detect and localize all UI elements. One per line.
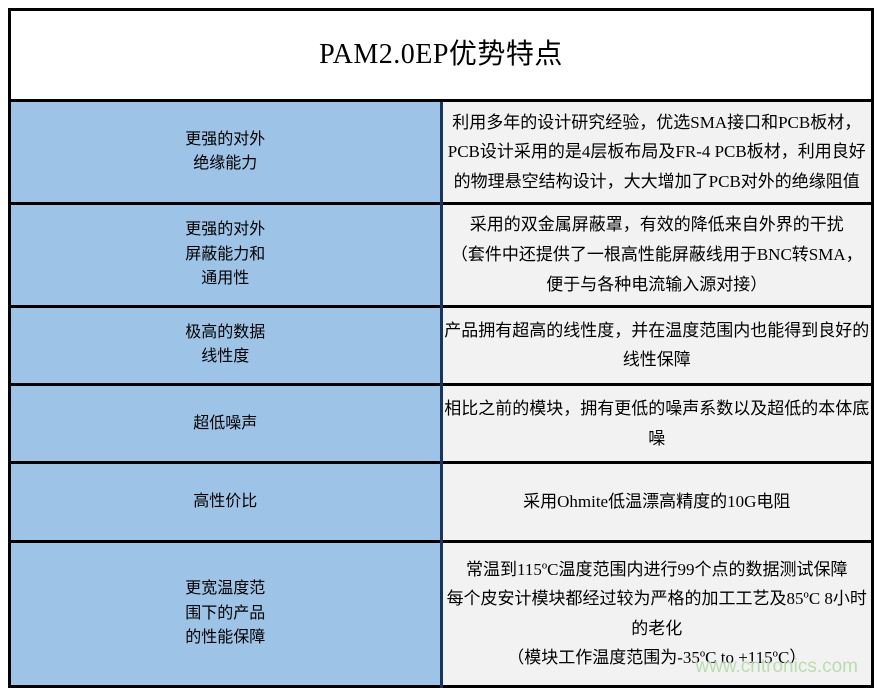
feature-content-cell: 相比之前的模块，拥有更低的噪声系数以及超低的本体底噪 <box>441 383 873 463</box>
table-row: 更强的对外 屏蔽能力和 通用性 采用的双金属屏蔽罩，有效的降低来自外界的干扰 （… <box>9 201 873 307</box>
feature-content-text: 相比之前的模块，拥有更低的噪声系数以及超低的本体底噪 <box>444 399 870 448</box>
table-row: 极高的数据 线性度 产品拥有超高的线性度，并在温度范围内也能得到良好的线性保障 <box>9 304 873 385</box>
table-row: 更强的对外 绝缘能力 利用多年的设计研究经验，优选SMA接口和PCB板材，PCB… <box>9 99 873 204</box>
feature-content-cell: 利用多年的设计研究经验，优选SMA接口和PCB板材，PCB设计采用的是4层板布局… <box>441 99 873 204</box>
feature-label-text: 更强的对外 绝缘能力 <box>185 130 266 172</box>
feature-content-cell: 采用Ohmite低温漂高精度的10G电阻 <box>441 461 873 542</box>
feature-label-text: 超低噪声 <box>193 414 258 432</box>
feature-label-cell: 超低噪声 <box>9 383 443 463</box>
feature-content-cell: 产品拥有超高的线性度，并在温度范围内也能得到良好的线性保障 <box>441 304 873 385</box>
feature-label-cell: 更宽温度范 围下的产品 的性能保障 <box>9 539 443 687</box>
feature-label-text: 高性价比 <box>193 492 258 510</box>
table-row: 高性价比 采用Ohmite低温漂高精度的10G电阻 <box>9 461 873 542</box>
feature-content-text: 产品拥有超高的线性度，并在温度范围内也能得到良好的线性保障 <box>444 320 870 370</box>
feature-content-cell: 采用的双金属屏蔽罩，有效的降低来自外界的干扰 （套件中还提供了一根高性能屏蔽线用… <box>441 201 873 307</box>
table-title-row: PAM2.0EP优势特点 <box>9 9 873 103</box>
feature-label-text: 极高的数据 线性度 <box>185 324 266 366</box>
table-row: 超低噪声 相比之前的模块，拥有更低的噪声系数以及超低的本体底噪 <box>9 383 873 463</box>
feature-content-text: 利用多年的设计研究经验，优选SMA接口和PCB板材，PCB设计采用的是4层板布局… <box>447 112 866 191</box>
feature-table-body: PAM2.0EP优势特点 更强的对外 绝缘能力 利用多年的设计研究经验，优选SM… <box>9 9 873 687</box>
feature-label-cell: 极高的数据 线性度 <box>9 304 443 385</box>
feature-content-cell: 常温到115ºC温度范围内进行99个点的数据测试保障 每个皮安计模块都经过较为严… <box>441 539 873 687</box>
page-title: PAM2.0EP优势特点 <box>319 39 563 71</box>
table-title-cell: PAM2.0EP优势特点 <box>9 9 873 103</box>
feature-label-cell: 高性价比 <box>9 461 443 542</box>
feature-content-text: 采用的双金属屏蔽罩，有效的降低来自外界的干扰 （套件中还提供了一根高性能屏蔽线用… <box>450 215 863 294</box>
feature-content-text: 采用Ohmite低温漂高精度的10G电阻 <box>523 492 791 512</box>
feature-label-cell: 更强的对外 绝缘能力 <box>9 99 443 204</box>
feature-table: PAM2.0EP优势特点 更强的对外 绝缘能力 利用多年的设计研究经验，优选SM… <box>8 8 874 688</box>
feature-content-text: 常温到115ºC温度范围内进行99个点的数据测试保障 每个皮安计模块都经过较为严… <box>446 559 867 668</box>
feature-label-text: 更宽温度范 围下的产品 的性能保障 <box>185 580 266 646</box>
feature-label-text: 更强的对外 屏蔽能力和 通用性 <box>185 221 266 287</box>
feature-label-cell: 更强的对外 屏蔽能力和 通用性 <box>9 201 443 307</box>
table-row: 更宽温度范 围下的产品 的性能保障 常温到115ºC温度范围内进行99个点的数据… <box>9 539 873 687</box>
